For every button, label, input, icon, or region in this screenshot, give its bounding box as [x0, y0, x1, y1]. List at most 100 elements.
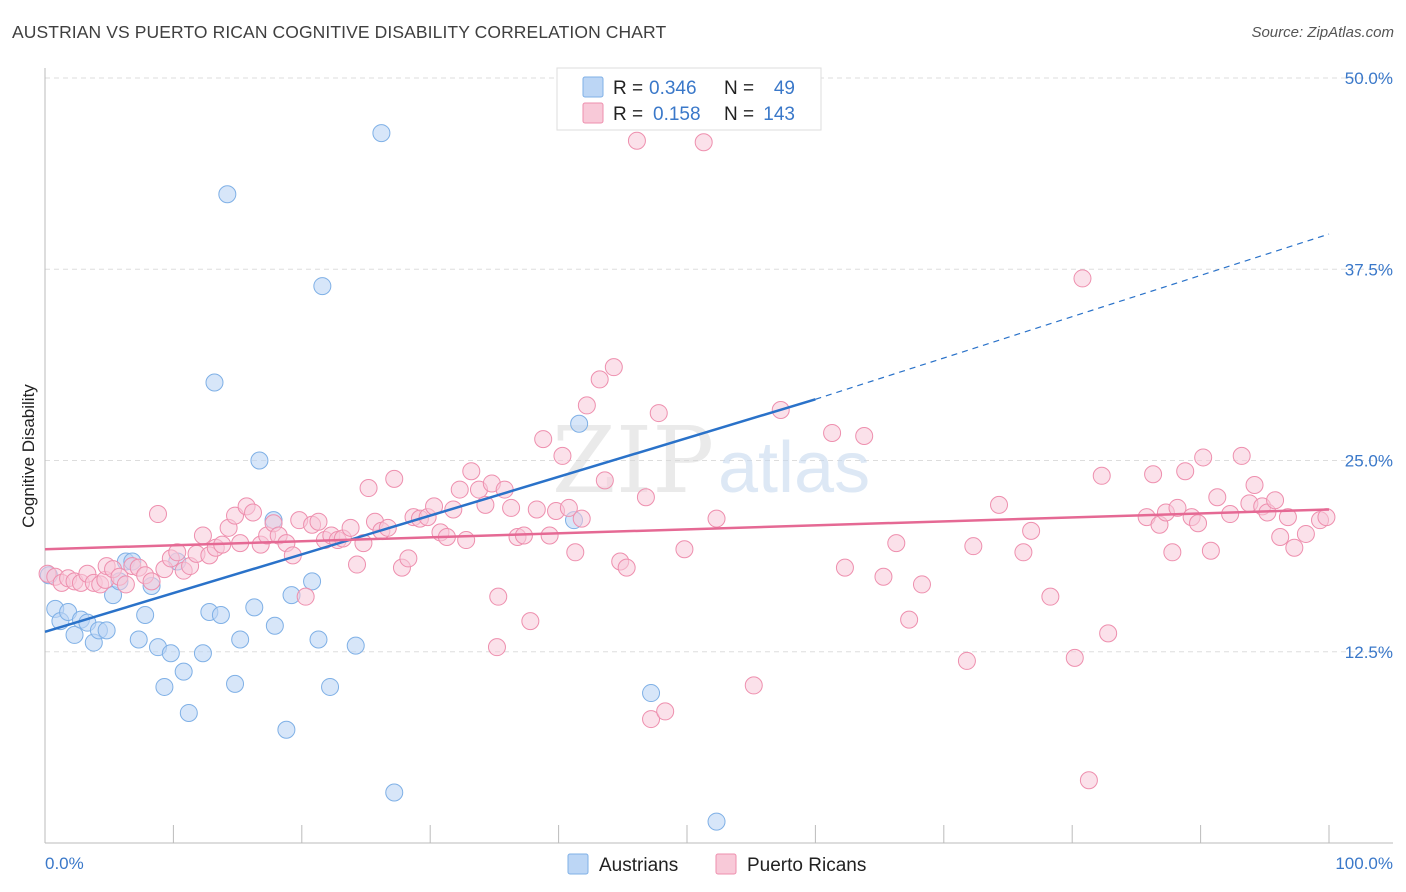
trend-lines [44, 233, 1330, 634]
data-point-puerto-ricans [348, 555, 367, 574]
data-point-austrians [346, 636, 365, 655]
data-point-puerto-ricans [1296, 524, 1315, 543]
watermark: ZIP atlas [552, 407, 870, 514]
austrians-points [39, 76, 732, 831]
data-point-puerto-ricans [707, 509, 726, 528]
data-point-puerto-ricans [1194, 448, 1213, 467]
data-point-puerto-ricans [617, 558, 636, 577]
data-point-puerto-ricans [1176, 462, 1195, 481]
data-point-puerto-ricans [823, 423, 842, 442]
data-point-puerto-ricans [1014, 543, 1033, 562]
legend-n-label-2: N = [724, 104, 754, 125]
chart-title: AUSTRIAN VS PUERTO RICAN COGNITIVE DISAB… [12, 22, 667, 42]
data-point-austrians [129, 630, 148, 649]
y-tick-label: 37.5% [1345, 260, 1393, 279]
data-point-austrians [218, 185, 237, 204]
data-point-puerto-ricans [636, 488, 655, 507]
y-tick-label: 50.0% [1345, 69, 1393, 88]
data-point-austrians [205, 373, 224, 392]
data-point-puerto-ricans [572, 509, 591, 528]
data-point-puerto-ricans [604, 358, 623, 377]
data-point-puerto-ricans [835, 558, 854, 577]
data-point-puerto-ricans [168, 543, 187, 562]
data-point-austrians [193, 644, 212, 663]
data-point-puerto-ricans [912, 575, 931, 594]
puerto-ricans-points [38, 79, 1336, 790]
data-point-austrians [226, 674, 245, 693]
data-point-puerto-ricans [744, 676, 763, 695]
data-point-austrians [155, 677, 174, 696]
x-tick-label-max: 100.0% [1335, 854, 1393, 873]
data-point-puerto-ricans [1245, 475, 1264, 494]
data-point-puerto-ricans [1221, 505, 1240, 524]
data-point-puerto-ricans [990, 495, 1009, 514]
data-point-austrians [309, 630, 328, 649]
legend-n-value-2: 143 [763, 104, 795, 125]
bottom-legend-puerto-ricans: Puerto Ricans [747, 855, 866, 876]
data-point-puerto-ricans [874, 567, 893, 586]
data-point-austrians [707, 812, 726, 831]
data-point-puerto-ricans [148, 505, 167, 524]
bottom-legend-swatch-puerto-ricans [715, 853, 737, 875]
bottom-legend: Austrians Puerto Ricans [567, 853, 866, 876]
data-point-puerto-ricans [1168, 498, 1187, 517]
data-point-puerto-ricans [887, 534, 906, 553]
y-tick-label: 25.0% [1345, 452, 1393, 471]
data-point-austrians [179, 703, 198, 722]
data-point-austrians [321, 677, 340, 696]
data-point-austrians [65, 625, 84, 644]
bottom-legend-austrians: Austrians [599, 855, 678, 876]
legend-r-value-2: 0.158 [653, 104, 701, 125]
data-point-puerto-ricans [590, 370, 609, 389]
data-point-puerto-ricans [457, 531, 476, 550]
legend-r-label-1: R = [613, 78, 643, 99]
data-point-puerto-ricans [296, 587, 315, 606]
chart-source: Source: ZipAtlas.com [1251, 24, 1394, 41]
data-point-puerto-ricans [855, 427, 874, 446]
data-point-austrians [245, 598, 264, 617]
legend-r-label-2: R = [613, 104, 643, 125]
data-point-austrians [372, 124, 391, 143]
data-point-puerto-ricans [1208, 488, 1227, 507]
data-point-puerto-ricans [502, 498, 521, 517]
legend-swatch-puerto-ricans [582, 102, 604, 124]
data-point-austrians [265, 616, 284, 635]
data-point-austrians [570, 414, 589, 433]
data-point-puerto-ricans [1099, 624, 1118, 643]
axes [44, 68, 1393, 844]
data-point-puerto-ricans [385, 469, 404, 488]
data-point-puerto-ricans [116, 575, 135, 594]
data-point-puerto-ricans [193, 526, 212, 545]
data-point-austrians [211, 606, 230, 625]
bottom-legend-swatch-austrians [567, 853, 589, 875]
data-point-austrians [250, 451, 269, 470]
data-point-puerto-ricans [656, 702, 675, 721]
data-point-austrians [174, 662, 193, 681]
data-point-puerto-ricans [487, 638, 506, 657]
legend-n-value-1: 49 [774, 78, 795, 99]
trend-line-austrians-extension [815, 233, 1330, 400]
data-point-puerto-ricans [1285, 538, 1304, 557]
data-point-puerto-ricans [675, 540, 694, 559]
data-point-austrians [303, 572, 322, 591]
data-point-austrians [231, 630, 250, 649]
data-point-puerto-ricans [559, 498, 578, 517]
trend-line-austrians [44, 398, 816, 634]
data-point-puerto-ricans [553, 446, 572, 465]
legend-r-value-1: 0.346 [649, 78, 697, 99]
data-point-puerto-ricans [1271, 528, 1290, 546]
data-point-puerto-ricans [1317, 508, 1336, 527]
data-point-austrians [136, 606, 155, 625]
watermark-atlas: atlas [718, 428, 870, 508]
legend: R = 0.346 N = 49 R = 0.158 N = 143 [556, 67, 822, 131]
data-point-austrians [161, 644, 180, 663]
data-point-puerto-ricans [577, 396, 596, 415]
data-point-puerto-ricans [540, 526, 559, 545]
data-point-austrians [385, 783, 404, 802]
data-point-puerto-ricans [642, 710, 661, 729]
data-point-puerto-ricans [649, 404, 668, 423]
data-point-austrians [642, 684, 661, 703]
x-ticks [172, 825, 1330, 843]
data-point-puerto-ricans [627, 131, 646, 150]
data-point-puerto-ricans [142, 572, 161, 591]
